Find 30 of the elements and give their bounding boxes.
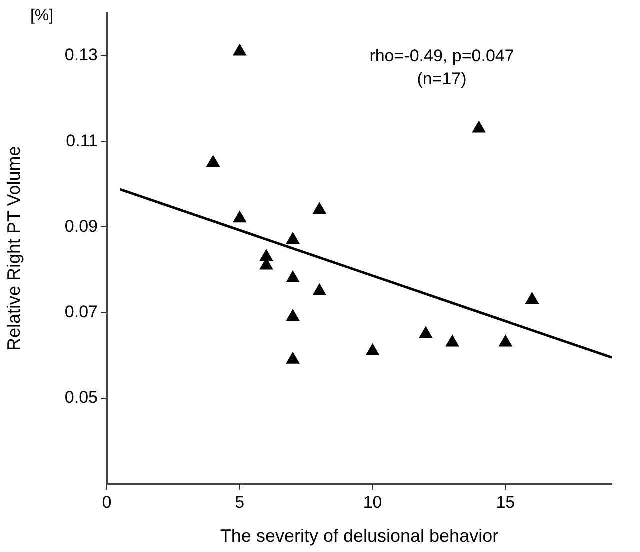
point — [206, 156, 220, 167]
point — [233, 44, 246, 56]
x-tick-label: 5 — [235, 492, 245, 512]
annotation: rho=-0.49, p=0.047 — [370, 46, 514, 66]
annotation: (n=17) — [417, 70, 467, 89]
y-axis-title: Relative Right PT Volume — [4, 146, 24, 351]
point — [499, 335, 512, 347]
text: [%] — [30, 7, 54, 24]
y-tick-label: 0.09 — [64, 216, 98, 236]
point — [313, 202, 326, 214]
point — [446, 335, 460, 347]
y-tick-label: 0.07 — [64, 302, 98, 322]
x-axis-title: The severity of delusional behavior — [220, 526, 499, 546]
y-tick-label: 0.05 — [64, 388, 98, 408]
point — [233, 211, 246, 223]
point — [313, 284, 326, 296]
x-tick-label: 15 — [496, 492, 516, 512]
point — [286, 352, 300, 364]
point — [286, 271, 300, 283]
y-tick-label: 0.13 — [64, 46, 98, 65]
point — [260, 250, 274, 262]
point — [366, 344, 380, 356]
point — [286, 232, 300, 244]
point — [526, 292, 539, 304]
point — [419, 326, 433, 338]
point — [472, 121, 486, 133]
x-tick-label: 0 — [102, 492, 112, 512]
point — [286, 310, 300, 322]
x-tick-label: 10 — [363, 492, 382, 512]
y-tick-label: 0.11 — [66, 131, 98, 150]
